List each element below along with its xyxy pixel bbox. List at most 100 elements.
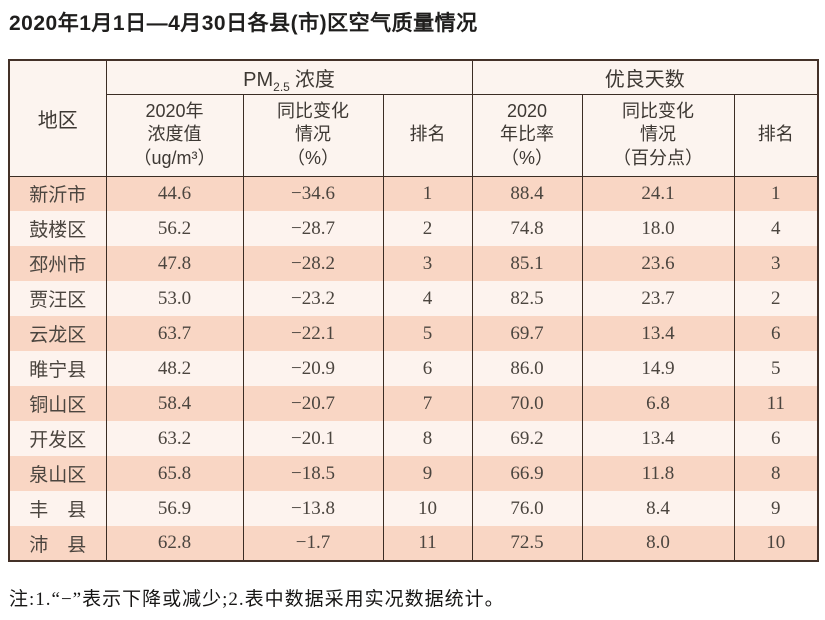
column-header-region: 地区 — [8, 60, 107, 177]
table-header: 地区 PM2.5 浓度 优良天数 2020年 浓度值 （ug/m³） 同比变化 情… — [8, 60, 819, 177]
cell-pm-change: −13.8 — [242, 491, 384, 526]
cell-pm-value: 44.6 — [105, 176, 244, 211]
group-header-row: 地区 PM2.5 浓度 优良天数 — [8, 60, 819, 177]
cell-days-ratio: 72.5 — [471, 526, 583, 561]
cell-days-rank: 3 — [733, 246, 819, 281]
cell-pm-value: 56.2 — [105, 211, 244, 246]
cell-pm-rank: 11 — [382, 526, 473, 561]
cell-pm-rank: 3 — [382, 246, 473, 281]
column-header-pm-rank: 排名 — [382, 94, 473, 177]
cell-days-ratio: 82.5 — [471, 281, 583, 316]
cell-pm-change: −28.2 — [242, 246, 384, 281]
group-header-pm25: PM2.5 浓度 — [105, 60, 473, 95]
cell-days-ratio: 76.0 — [471, 491, 583, 526]
cell-days-change: 13.4 — [581, 421, 735, 456]
cell-region: 丰 县 — [8, 491, 107, 526]
cell-days-ratio: 70.0 — [471, 386, 583, 421]
cell-days-ratio: 88.4 — [471, 176, 583, 211]
table-row: 鼓楼区 56.2 −28.7 2 74.8 18.0 4 — [8, 211, 819, 246]
cell-pm-change: −22.1 — [242, 316, 384, 351]
cell-region: 贾汪区 — [8, 281, 107, 316]
cell-days-change: 23.7 — [581, 281, 735, 316]
cell-pm-change: −1.7 — [242, 526, 384, 561]
cell-pm-value: 56.9 — [105, 491, 244, 526]
pm25-subscript: 2.5 — [273, 79, 290, 94]
column-header-days-change: 同比变化 情况 （百分点） — [581, 94, 735, 177]
cell-days-rank: 9 — [733, 491, 819, 526]
cell-pm-rank: 9 — [382, 456, 473, 491]
cell-region: 铜山区 — [8, 386, 107, 421]
cell-days-change: 13.4 — [581, 316, 735, 351]
pm25-label: PM2.5 浓度 — [243, 68, 335, 94]
cell-days-rank: 1 — [733, 176, 819, 211]
cell-pm-value: 62.8 — [105, 526, 244, 561]
cell-pm-value: 58.4 — [105, 386, 244, 421]
cell-region: 云龙区 — [8, 316, 107, 351]
cell-days-ratio: 69.7 — [471, 316, 583, 351]
cell-days-rank: 5 — [733, 351, 819, 386]
table-row: 云龙区 63.7 −22.1 5 69.7 13.4 6 — [8, 316, 819, 351]
table-body: 新沂市 44.6 −34.6 1 88.4 24.1 1 鼓楼区 56.2 −28.7 2 74.8 1… — [8, 176, 819, 561]
cell-days-change: 23.6 — [581, 246, 735, 281]
cell-days-ratio: 86.0 — [471, 351, 583, 386]
table-row: 睢宁县 48.2 −20.9 6 86.0 14.9 5 — [8, 351, 819, 386]
cell-pm-value: 63.7 — [105, 316, 244, 351]
column-header-days-rank: 排名 — [733, 94, 819, 177]
cell-pm-value: 48.2 — [105, 351, 244, 386]
cell-days-change: 24.1 — [581, 176, 735, 211]
cell-pm-rank: 10 — [382, 491, 473, 526]
table-row: 铜山区 58.4 −20.7 7 70.0 6.8 11 — [8, 386, 819, 421]
column-header-days-ratio: 2020 年比率 （%） — [471, 94, 583, 177]
cell-pm-change: −20.9 — [242, 351, 384, 386]
cell-region: 泉山区 — [8, 456, 107, 491]
cell-days-rank: 10 — [733, 526, 819, 561]
cell-region: 鼓楼区 — [8, 211, 107, 246]
table-row: 丰 县 56.9 −13.8 10 76.0 8.4 9 — [8, 491, 819, 526]
group-header-good-days: 优良天数 — [471, 60, 819, 95]
cell-days-rank: 4 — [733, 211, 819, 246]
cell-region: 沛 县 — [8, 526, 107, 561]
cell-pm-value: 63.2 — [105, 421, 244, 456]
table-row: 泉山区 65.8 −18.5 9 66.9 11.8 8 — [8, 456, 819, 491]
cell-days-rank: 6 — [733, 316, 819, 351]
cell-days-change: 18.0 — [581, 211, 735, 246]
table-row: 邳州市 47.8 −28.2 3 85.1 23.6 3 — [8, 246, 819, 281]
cell-days-change: 14.9 — [581, 351, 735, 386]
cell-days-ratio: 74.8 — [471, 211, 583, 246]
cell-pm-rank: 1 — [382, 176, 473, 211]
cell-region: 开发区 — [8, 421, 107, 456]
cell-days-rank: 6 — [733, 421, 819, 456]
column-header-pm-change: 同比变化 情况 （%） — [242, 94, 384, 177]
cell-pm-change: −20.7 — [242, 386, 384, 421]
table-row: 新沂市 44.6 −34.6 1 88.4 24.1 1 — [8, 176, 819, 211]
cell-region: 新沂市 — [8, 176, 107, 211]
table-row: 沛 县 62.8 −1.7 11 72.5 8.0 10 — [8, 526, 819, 561]
cell-pm-change: −23.2 — [242, 281, 384, 316]
footnote: 注:1.“−”表示下降或减少;2.表中数据采用实况数据统计。 — [9, 589, 505, 610]
cell-days-change: 8.4 — [581, 491, 735, 526]
cell-pm-rank: 4 — [382, 281, 473, 316]
cell-pm-rank: 5 — [382, 316, 473, 351]
cell-pm-change: −28.7 — [242, 211, 384, 246]
cell-days-change: 11.8 — [581, 456, 735, 491]
cell-pm-change: −18.5 — [242, 456, 384, 491]
page-title: 2020年1月1日—4月30日各县(市)区空气质量情况 — [9, 12, 478, 35]
cell-pm-value: 65.8 — [105, 456, 244, 491]
cell-region: 睢宁县 — [8, 351, 107, 386]
cell-days-ratio: 69.2 — [471, 421, 583, 456]
cell-days-ratio: 85.1 — [471, 246, 583, 281]
table-row: 开发区 63.2 −20.1 8 69.2 13.4 6 — [8, 421, 819, 456]
cell-days-ratio: 66.9 — [471, 456, 583, 491]
cell-days-rank: 2 — [733, 281, 819, 316]
column-header-pm-value: 2020年 浓度值 （ug/m³） — [105, 94, 244, 177]
cell-days-change: 6.8 — [581, 386, 735, 421]
cell-pm-rank: 7 — [382, 386, 473, 421]
cell-days-rank: 11 — [733, 386, 819, 421]
cell-days-rank: 8 — [733, 456, 819, 491]
cell-pm-value: 47.8 — [105, 246, 244, 281]
cell-pm-rank: 2 — [382, 211, 473, 246]
table-row: 贾汪区 53.0 −23.2 4 82.5 23.7 2 — [8, 281, 819, 316]
sub-header-row: 2020年 浓度值 （ug/m³） 同比变化 情况 （%） 排名 2020 年比… — [9, 94, 819, 177]
cell-pm-rank: 6 — [382, 351, 473, 386]
cell-pm-value: 53.0 — [105, 281, 244, 316]
